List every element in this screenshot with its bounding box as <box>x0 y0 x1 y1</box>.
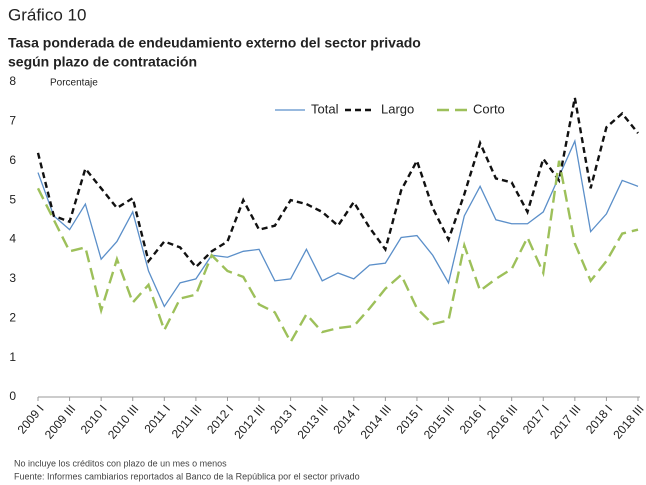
y-tick-label: 5 <box>9 192 16 206</box>
y-tick-label: 2 <box>9 310 16 324</box>
y-tick-label: 1 <box>9 350 16 364</box>
y-tick-label: 7 <box>9 114 16 128</box>
x-tick-label: 2016 III <box>484 402 520 442</box>
y-tick-label: 4 <box>9 232 16 246</box>
y-tick-label: 0 <box>9 389 16 403</box>
chart-title: según plazo de contratación <box>8 54 197 70</box>
x-tick-label: 2011 I <box>141 402 173 436</box>
x-tick-label: 2009 III <box>42 402 78 442</box>
figure-label: Gráfico 10 <box>8 5 86 24</box>
note: No incluye los créditos con plazo de un … <box>14 458 227 468</box>
x-tick-label: 2012 III <box>231 402 267 442</box>
series-line <box>36 160 639 345</box>
legend-label: Largo <box>381 101 414 116</box>
y-tick-label: 3 <box>9 271 16 285</box>
note: Fuente: Informes cambiarios reportados a… <box>14 471 360 481</box>
x-tick-label: 2017 III <box>547 402 583 442</box>
x-tick-label: 2011 III <box>169 402 205 441</box>
chart-title: Tasa ponderada de endeudamiento externo … <box>8 35 421 51</box>
y-axis-label: Porcentaje <box>50 78 98 89</box>
x-tick-label: 2018 III <box>610 402 646 442</box>
legend-label: Total <box>311 101 339 116</box>
legend-label: Corto <box>473 101 505 116</box>
y-tick-label: 8 <box>9 74 16 88</box>
x-tick-label: 2014 III <box>358 402 394 442</box>
y-tick-label: 6 <box>9 153 16 167</box>
x-tick-label: 2013 III <box>294 402 330 442</box>
x-tick-label: 2015 III <box>421 402 457 442</box>
series-line <box>37 138 639 308</box>
x-tick-label: 2010 III <box>105 402 141 442</box>
series-line <box>36 97 639 269</box>
